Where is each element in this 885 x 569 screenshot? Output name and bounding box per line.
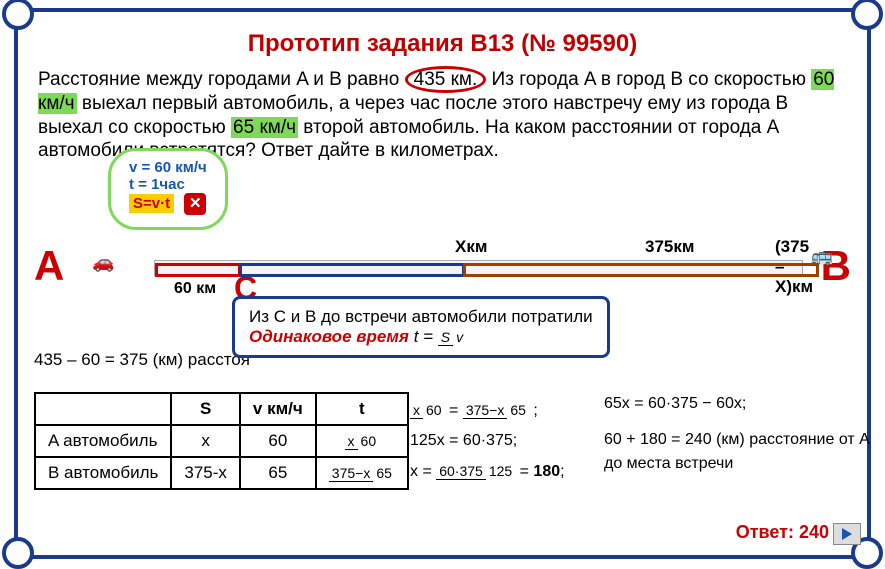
answer-label: Ответ: 240 <box>736 522 829 543</box>
bubble-line2: t = 1час <box>129 176 207 193</box>
next-button[interactable] <box>833 523 861 545</box>
cell: x <box>171 425 240 457</box>
note-emphasis: Одинаковое время <box>249 327 409 346</box>
label-375: 375км <box>645 237 694 257</box>
cell: B автомобиль <box>35 457 171 489</box>
text: Расстояние между городами A и B равно <box>38 69 405 90</box>
cell: A автомобиль <box>35 425 171 457</box>
calc-line: 435 – 60 = 375 (км) расстоя <box>34 350 250 370</box>
table-row: A автомобиль x 60 x60 <box>35 425 408 457</box>
cell: 375−x65 <box>316 457 408 489</box>
formula-svt: S=v·t <box>129 194 174 213</box>
th-s: S <box>171 393 240 425</box>
note-formula: t = Sv <box>414 327 466 346</box>
corner-icon <box>2 537 34 569</box>
cell: 65 <box>240 457 316 489</box>
point-a: A <box>34 242 64 290</box>
bubble-line1: v = 60 км/ч <box>129 159 207 176</box>
segment-60km <box>155 263 241 277</box>
cell: 60 <box>240 425 316 457</box>
page-title: Прототип задания B13 (№ 99590) <box>38 30 847 58</box>
equations-right: 65x = 60·375 − 60x; 60 + 180 = 240 (км) … <box>604 392 885 476</box>
label-60km: 60 км <box>174 280 216 298</box>
close-icon[interactable]: ✕ <box>184 193 206 215</box>
circled-distance: 435 км. <box>405 66 487 93</box>
data-table: S v км/ч t A автомобиль x 60 x60 B автом… <box>34 392 409 490</box>
segment-rest <box>463 263 819 277</box>
table-row: B автомобиль 375-x 65 375−x65 <box>35 457 408 489</box>
label-375minusx: (375 – X)км <box>775 237 813 297</box>
note-box: Из C и B до встречи автомобили потратили… <box>232 296 610 358</box>
slide: Прототип задания B13 (№ 99590) Расстояни… <box>0 0 885 567</box>
eq: 60 + 180 = 240 (км) расстояние от A до м… <box>604 428 885 476</box>
th-v: v км/ч <box>240 393 316 425</box>
th-blank <box>35 393 171 425</box>
label-xkm: Xкм <box>455 237 487 257</box>
cell: 375-x <box>171 457 240 489</box>
eq: x = 60·375125 = 180; <box>410 457 565 487</box>
equations-left: x60 = 375−x65 ; 125x = 60·375; x = 60·37… <box>410 396 565 487</box>
eq: 65x = 60·375 − 60x; <box>604 392 885 416</box>
cell: x60 <box>316 425 408 457</box>
car-icon: 🚗 <box>92 252 114 273</box>
th-t: t <box>316 393 408 425</box>
table-header: S v км/ч t <box>35 393 408 425</box>
text: Из города A в город B со скоростью <box>492 69 812 90</box>
segment-x <box>239 263 465 277</box>
eq: x60 = 375−x65 ; <box>410 396 565 426</box>
note-line1: Из C и B до встречи автомобили потратили <box>249 307 593 326</box>
distance-bar: Xкм 375км (375 – X)км <box>154 260 803 276</box>
highlight-speed2: 65 км/ч <box>231 117 298 138</box>
formula-bubble: v = 60 км/ч t = 1час S=v·t ✕ <box>108 148 228 230</box>
eq: 125x = 60·375; <box>410 426 565 456</box>
